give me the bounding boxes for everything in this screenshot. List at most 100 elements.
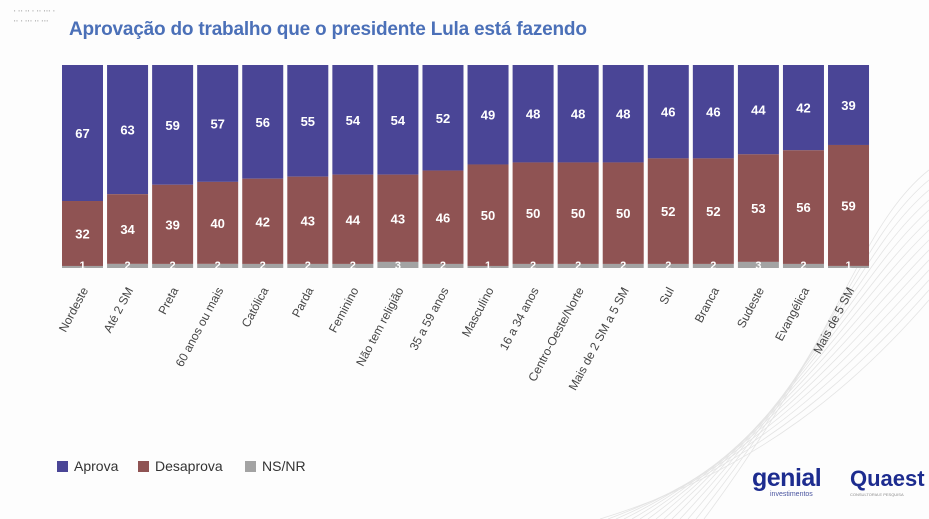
bar-aprova (467, 65, 509, 165)
bar-desaprova (828, 144, 870, 266)
data-label: 54 (391, 113, 406, 128)
x-tick-label: Sul (656, 285, 677, 307)
decorative-curve (687, 189, 929, 519)
data-label: 2 (305, 260, 311, 272)
data-label: 50 (571, 206, 585, 221)
data-label: 3 (395, 260, 401, 272)
data-label: 46 (436, 210, 450, 225)
data-label: 50 (526, 206, 540, 221)
data-label: 2 (575, 260, 581, 272)
data-label: 56 (796, 200, 810, 215)
decorative-curve (631, 259, 929, 519)
bar-desaprova (512, 162, 554, 264)
bar-desaprova (287, 176, 329, 264)
x-tick-label: Mais de 5 SM (810, 285, 857, 356)
bar-desaprova (62, 201, 103, 266)
x-tick-label: Masculino (459, 285, 497, 340)
bar-aprova (512, 65, 554, 163)
data-label: 2 (710, 260, 716, 272)
bar-aprova (152, 65, 194, 185)
data-label: 3 (755, 260, 761, 272)
data-label: 52 (436, 111, 450, 126)
bar-nsnr (377, 261, 419, 268)
quaest-logo-text: Quaest (850, 466, 925, 491)
data-label: 49 (481, 108, 495, 123)
legend-label: Desaprova (155, 458, 223, 474)
bar-aprova (737, 65, 779, 155)
data-label: 44 (346, 212, 361, 227)
data-label: 50 (481, 208, 495, 223)
decorative-curve (671, 209, 929, 519)
data-label: 55 (301, 114, 315, 129)
legend-swatch (57, 460, 68, 472)
data-label: 2 (440, 260, 446, 272)
legend-label: NS/NR (262, 458, 306, 474)
bar-nsnr (647, 263, 689, 268)
bar-aprova (62, 65, 103, 202)
decorative-curve (663, 219, 929, 519)
data-label: 34 (120, 222, 135, 237)
genial-logo: genial investimentos (752, 464, 822, 499)
data-label: 2 (665, 260, 671, 272)
bar-aprova (422, 65, 464, 171)
data-label: 39 (165, 217, 179, 232)
data-label: 48 (526, 107, 540, 122)
x-tick-label: Não tem religião (353, 285, 407, 369)
decorative-curve (615, 279, 929, 519)
bar-nsnr (422, 263, 464, 268)
data-label: 46 (661, 105, 675, 120)
bar-aprova (557, 65, 599, 163)
bar-desaprova (377, 174, 419, 262)
x-tick-label: Católica (239, 285, 272, 330)
x-tick-label: 16 a 34 anos (497, 285, 542, 353)
genial-logo-subtext: investimentos (770, 491, 813, 498)
bar-desaprova (107, 194, 149, 264)
data-label: 57 (210, 116, 224, 131)
data-label: 32 (75, 226, 89, 241)
data-label: 52 (661, 204, 675, 219)
legend-item-aprova: Aprova (57, 458, 118, 474)
bar-aprova (782, 65, 824, 151)
legend-item-nsnr: NS/NR (245, 458, 306, 474)
bar-nsnr (828, 265, 870, 268)
bar-nsnr (737, 261, 779, 268)
decorative-curve (639, 249, 929, 519)
bar-nsnr (782, 263, 824, 268)
data-label: 1 (485, 260, 491, 272)
bar-nsnr (287, 263, 329, 268)
bar-desaprova (782, 150, 824, 264)
bar-desaprova (647, 158, 689, 264)
data-label: 48 (571, 107, 585, 122)
bar-aprova (692, 65, 734, 159)
bar-desaprova (602, 162, 644, 264)
x-tick-label: Feminino (326, 285, 362, 335)
bar-desaprova (422, 170, 464, 264)
data-label: 2 (530, 260, 536, 272)
bar-aprova (647, 65, 689, 159)
bar-nsnr (332, 263, 374, 268)
data-label: 52 (706, 204, 720, 219)
bar-desaprova (557, 162, 599, 264)
bar-aprova (332, 65, 374, 175)
legend-swatch (138, 460, 149, 472)
data-label: 2 (800, 260, 806, 272)
data-label: 54 (346, 113, 361, 128)
data-label: 40 (210, 216, 224, 231)
data-label: 48 (616, 107, 630, 122)
bar-aprova (602, 65, 644, 163)
bar-nsnr (512, 263, 554, 268)
bar-desaprova (692, 158, 734, 264)
decorative-curve (679, 199, 929, 519)
bar-aprova (242, 65, 284, 179)
data-label: 39 (841, 98, 855, 113)
bar-aprova (377, 65, 419, 175)
logo-watermark: ▪ ▪▪ ▪▪ ▪ ▪▪ ▪▪▪ ▪ ▪▪ ▪ ▪▪▪ ▪▪ ▪▪▪ (14, 8, 56, 23)
bar-nsnr (557, 263, 599, 268)
genial-logo-text: genial (752, 464, 822, 492)
bar-desaprova (332, 174, 374, 264)
data-label: 50 (616, 206, 630, 221)
data-label: 46 (706, 105, 720, 120)
legend-label: Aprova (74, 458, 119, 474)
x-tick-label: Sudeste (734, 285, 767, 331)
bar-nsnr (152, 263, 194, 268)
